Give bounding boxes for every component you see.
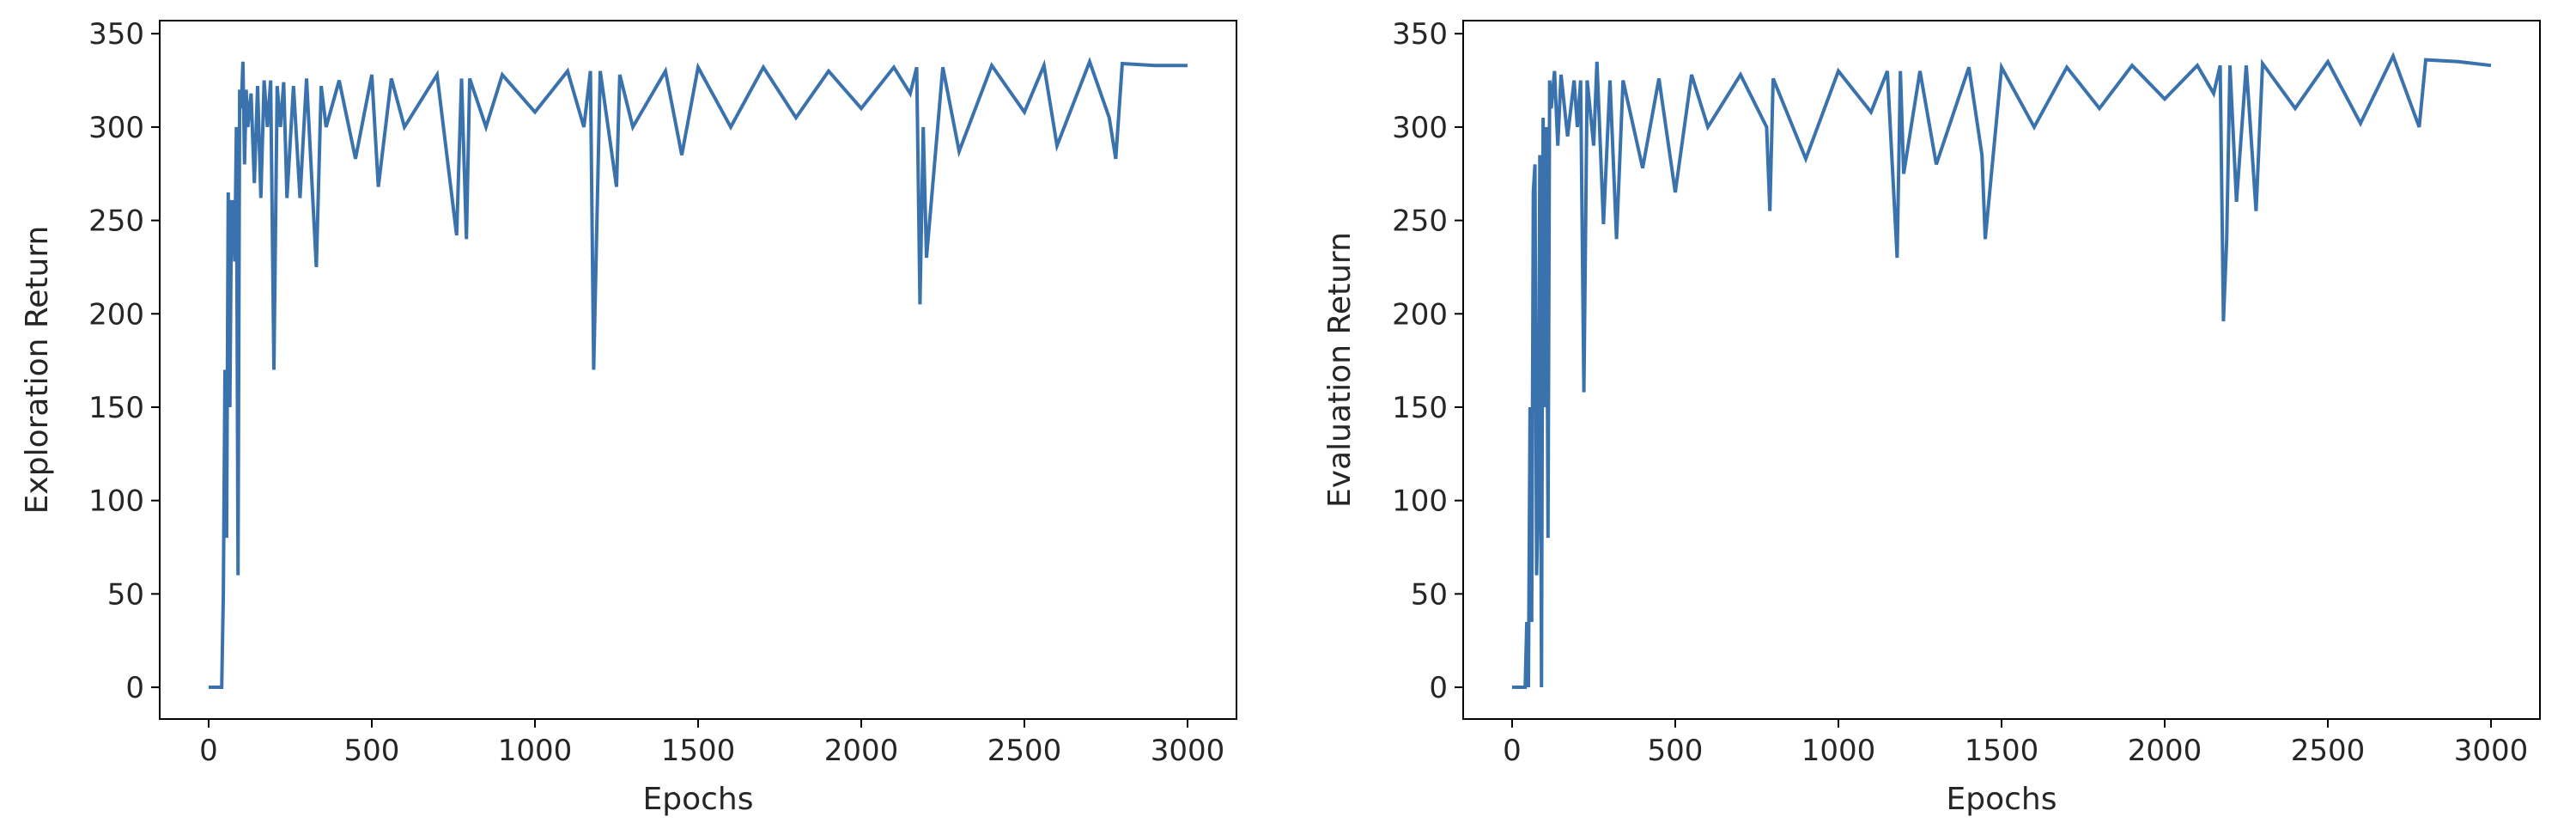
x-tick-label: 0 — [1503, 734, 1522, 768]
y-tick-label: 300 — [88, 111, 144, 145]
y-tick-label: 50 — [107, 577, 144, 612]
y-tick-label: 350 — [1392, 17, 1448, 52]
y-tick-label: 300 — [1392, 111, 1448, 145]
y-axis-label: Exploration Return — [20, 226, 55, 515]
y-tick-label: 100 — [88, 485, 144, 519]
y-tick-label: 200 — [88, 297, 144, 332]
return-series-line — [209, 57, 1188, 689]
plot-frame — [1462, 20, 2541, 720]
y-tick-label: 100 — [1392, 485, 1448, 519]
y-tick-label: 150 — [1392, 391, 1448, 425]
evaluation-return-chart: 0 500 1000 1500 2000 2500 3000 0 50 100 150 200 250 3… — [1322, 17, 2541, 817]
x-axis-label: Epochs — [1947, 782, 2057, 817]
y-tick-label: 0 — [125, 671, 144, 705]
x-axis-label: Epochs — [643, 782, 754, 817]
x-tick-label: 0 — [199, 734, 218, 768]
x-tick-label: 1500 — [1965, 734, 2039, 768]
x-tick-label: 3000 — [1151, 734, 1225, 768]
y-tick-label: 50 — [1411, 577, 1448, 612]
y-tick-label: 350 — [88, 17, 144, 52]
y-tick-label: 0 — [1429, 671, 1448, 705]
return-series-line — [1512, 52, 2492, 689]
y-tick-label: 250 — [1392, 204, 1448, 239]
x-tick-label: 500 — [344, 734, 400, 768]
x-tick-label: 2500 — [2291, 734, 2366, 768]
x-tick-label: 3000 — [2454, 734, 2529, 768]
y-tick-label: 250 — [88, 204, 144, 239]
x-tick-label: 2000 — [2128, 734, 2202, 768]
x-tick-label: 500 — [1648, 734, 1704, 768]
x-tick-label: 1000 — [498, 734, 573, 768]
y-tick-label: 150 — [88, 391, 144, 425]
x-tick-label: 2000 — [824, 734, 899, 768]
y-axis-label: Evaluation Return — [1322, 232, 1358, 508]
x-tick-label: 1500 — [661, 734, 736, 768]
exploration-return-chart: 0 500 1000 1500 2000 2500 3000 0 50 100 150 200 250 3… — [20, 17, 1237, 817]
x-tick-label: 2500 — [987, 734, 1062, 768]
x-tick-label: 1000 — [1801, 734, 1876, 768]
y-tick-label: 200 — [1392, 297, 1448, 332]
